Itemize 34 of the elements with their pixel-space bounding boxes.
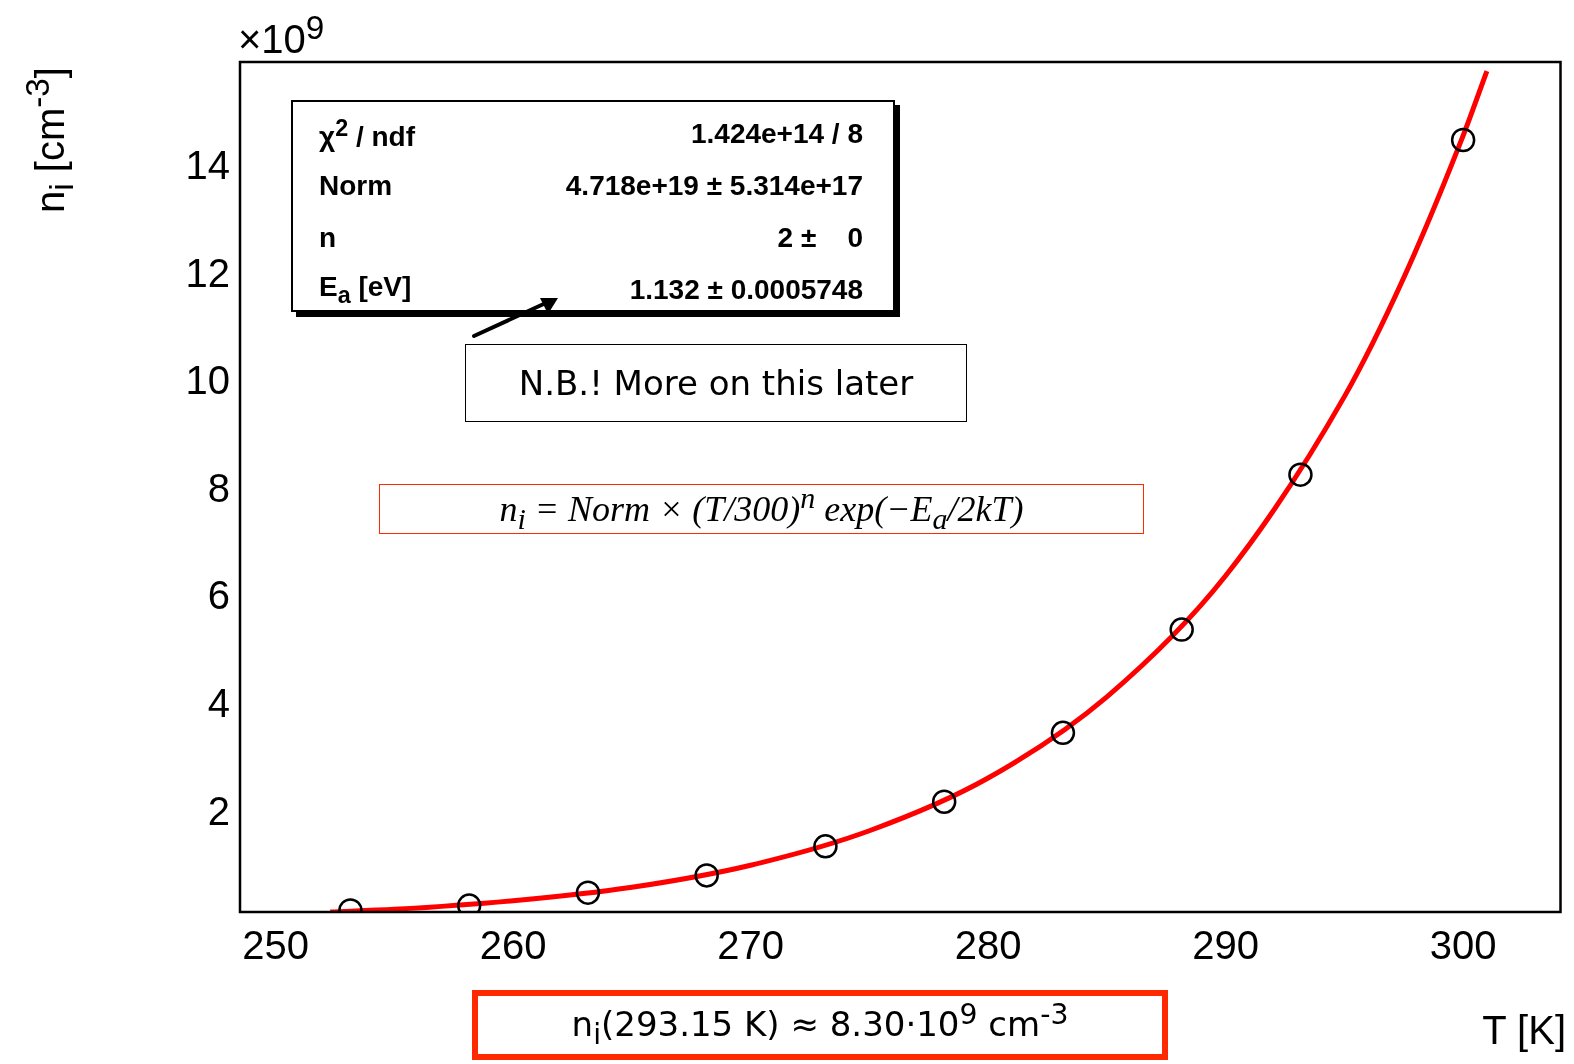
y-tick-label: 14 xyxy=(185,143,230,188)
x-tick-label: 260 xyxy=(479,923,547,968)
x-tick-label: 270 xyxy=(717,923,784,968)
point xyxy=(931,789,957,814)
annotation: N.B.! More on this later xyxy=(518,363,914,403)
annotation: 1.132 ± 0.0005748 xyxy=(629,274,863,306)
point xyxy=(575,880,601,905)
text: ×10$^{9}$ xyxy=(238,8,325,64)
point xyxy=(1169,617,1194,642)
annotation: 2 ± 0 xyxy=(777,222,863,254)
annotation: Norm xyxy=(319,170,393,202)
x-tick-label: 280 xyxy=(954,923,1022,968)
point xyxy=(1450,127,1476,153)
y-tick-label: 10 xyxy=(185,358,230,403)
x-tick-label: 250 xyxy=(242,923,309,968)
point xyxy=(1288,462,1313,487)
y-tick-label: 12 xyxy=(185,250,230,295)
y-tick-label: 8 xyxy=(207,465,230,510)
x-tick-label: 300 xyxy=(1429,923,1497,968)
x-tick-label: 290 xyxy=(1192,923,1259,968)
y-tick-label: 6 xyxy=(207,573,230,618)
y-tick-label: 4 xyxy=(207,680,230,725)
point xyxy=(813,834,838,859)
y-tick-label: 2 xyxy=(207,788,230,833)
annotation: χ$^{2}$ / ndf xyxy=(319,114,415,154)
annotation: n xyxy=(319,222,337,254)
annotation: 4.718e+19 ± 5.314e+17 xyxy=(565,170,863,202)
x-axis-title: T [K] xyxy=(1482,1008,1566,1053)
point xyxy=(1050,720,1076,746)
text: n$_{i}$(293.15 K) ≈ 8.30·10$^{9}$ cm$^{-3}$ xyxy=(571,998,1069,1052)
annotation: E$_{a}$ [eV] xyxy=(319,271,412,309)
point xyxy=(694,863,719,888)
annotation: n$_{i}$ = Norm × (T/300)$^{n}$ exp(−E$_{a}$/2kT) xyxy=(499,481,1024,537)
annotation: 1.424e+14 / 8 xyxy=(690,118,863,150)
